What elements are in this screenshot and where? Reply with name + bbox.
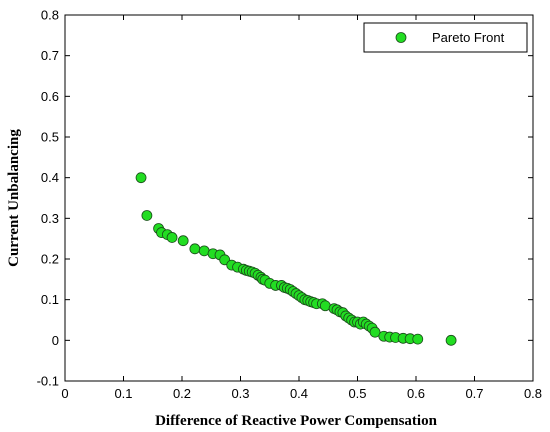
legend-marker	[395, 32, 407, 43]
y-tick-label: 0.3	[41, 211, 59, 226]
x-tick-label: 0	[61, 386, 68, 401]
x-tick-label: 0.7	[465, 386, 483, 401]
y-tick-label: 0.2	[41, 252, 59, 267]
data-point	[177, 235, 189, 247]
data-point	[135, 172, 147, 184]
plot-area	[64, 14, 534, 382]
x-tick-label: 0.8	[524, 386, 542, 401]
data-point	[412, 333, 424, 345]
y-tick-label: 0	[52, 333, 59, 348]
data-points	[135, 172, 457, 346]
y-tick-label: 0.7	[41, 48, 59, 63]
y-tick-label: 0.5	[41, 130, 59, 145]
axis-ticks: 0 0.1 0.2 0.3 0.4 0.5 0.6 0.7 0.8-0.100.10.20.30…	[37, 8, 542, 402]
legend-label: Pareto Front	[432, 30, 505, 45]
x-tick-label: 0.6	[407, 386, 425, 401]
x-tick-label: 0.1	[114, 386, 132, 401]
x-axis-title: Difference of Reactive Power Compensatio…	[155, 413, 438, 429]
data-point	[189, 243, 201, 255]
y-axis-title: Current Unbalancing	[6, 129, 22, 267]
y-tick-label: 0.6	[41, 89, 59, 104]
data-point	[369, 326, 381, 338]
x-tick-label: 0.2	[173, 386, 191, 401]
x-tick-label: 0.4	[290, 386, 308, 401]
y-tick-label: 0.8	[41, 8, 59, 23]
data-point	[166, 232, 178, 243]
legend: Pareto Front	[363, 22, 528, 53]
y-tick-label: 0.4	[41, 170, 59, 185]
y-tick-label: -0.1	[37, 374, 59, 389]
x-tick-label: 0.5	[348, 386, 366, 401]
x-tick-label: 0.3	[231, 386, 249, 401]
data-point	[141, 210, 153, 221]
data-point	[445, 334, 457, 346]
y-tick-label: 0.1	[41, 292, 59, 307]
legend-box	[363, 22, 528, 53]
